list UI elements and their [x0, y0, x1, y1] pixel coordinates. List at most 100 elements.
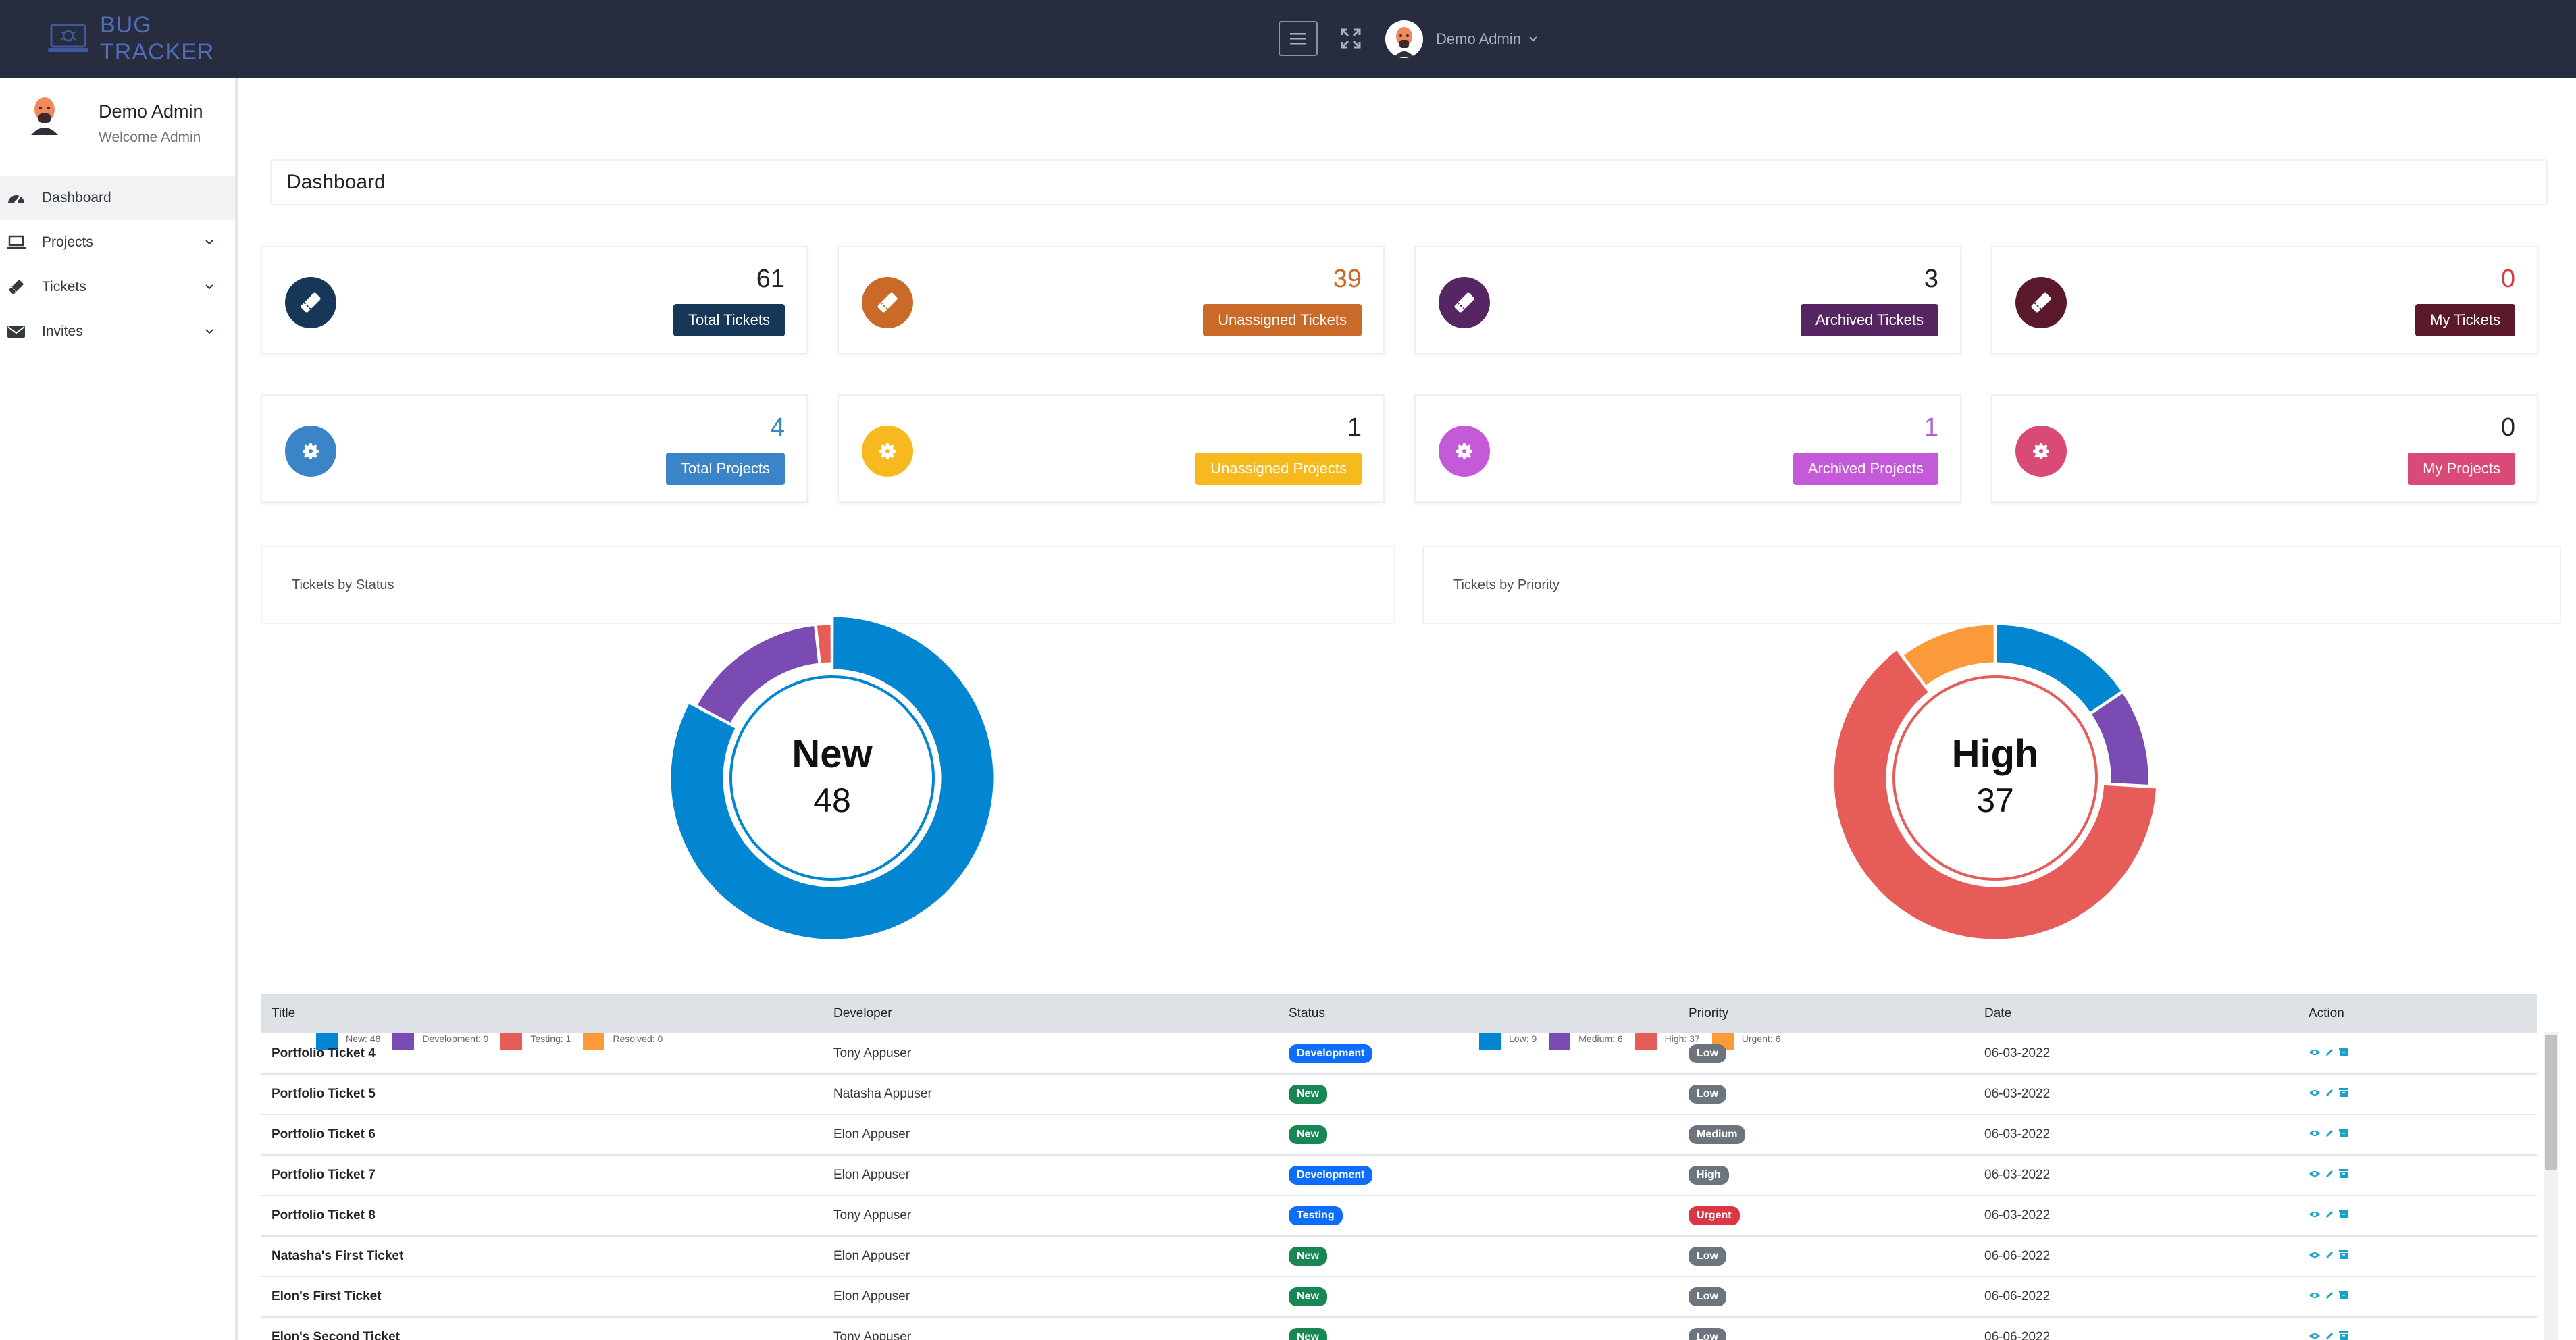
scrollbar-thumb[interactable] — [2545, 1035, 2557, 1170]
stat-card-unassigned-tickets[interactable]: 39 Unassigned Tickets — [838, 246, 1385, 354]
column-header-developer[interactable]: Developer — [833, 1006, 892, 1021]
stat-card-my-tickets[interactable]: 0 My Tickets — [1991, 246, 2538, 354]
view-eye-icon[interactable] — [2309, 1087, 2321, 1102]
column-header-priority[interactable]: Priority — [1689, 1006, 1729, 1021]
row-actions — [2309, 1289, 2537, 1304]
cell-priority: Low — [1678, 1033, 1974, 1074]
priority-badge: Low — [1689, 1043, 1726, 1063]
chevron-down-icon — [205, 240, 213, 245]
stat-card-archived-tickets[interactable]: 3 Archived Tickets — [1414, 246, 1961, 354]
edit-pencil-icon[interactable] — [2325, 1127, 2334, 1142]
donut-slice-medium[interactable] — [2089, 690, 2150, 788]
table-scrollbar[interactable] — [2544, 1032, 2558, 1340]
edit-pencil-icon[interactable] — [2325, 1168, 2334, 1183]
edit-pencil-icon[interactable] — [2325, 1087, 2334, 1102]
cell-date: 06-03-2022 — [1984, 1168, 2051, 1182]
user-menu-dropdown[interactable]: Demo Admin — [1385, 19, 1539, 59]
table-row[interactable]: Portfolio Ticket 5 Natasha Appuser New Low 0… — [261, 1074, 2537, 1114]
donut-center-value: 37 — [1976, 781, 2014, 819]
archive-box-icon[interactable] — [2338, 1087, 2349, 1102]
table-row[interactable]: Natasha's First Ticket Elon Appuser New Low… — [261, 1236, 2537, 1277]
sidebar-item-tickets[interactable]: Tickets — [0, 265, 235, 309]
table-row[interactable]: Elon's First Ticket Elon Appuser New Low 06-… — [261, 1277, 2537, 1317]
sidebar-item-invites[interactable]: Invites — [0, 309, 235, 354]
stat-card-total-tickets[interactable]: 61 Total Tickets — [261, 246, 808, 354]
legend-item-high[interactable]: High: 37 — [1634, 1028, 1700, 1050]
cell-date: 06-06-2022 — [1984, 1330, 2051, 1340]
view-eye-icon[interactable] — [2309, 1046, 2321, 1061]
legend-item-low[interactable]: Low: 9 — [1479, 1028, 1537, 1050]
cell-status: Testing — [1278, 1195, 1678, 1236]
archive-box-icon[interactable] — [2338, 1168, 2349, 1183]
sidebar-toggle-button[interactable] — [1279, 21, 1318, 56]
sidebar-item-dashboard[interactable]: Dashboard — [0, 176, 235, 220]
legend-item-testing[interactable]: Testing: 1 — [500, 1028, 571, 1050]
table-row[interactable]: Portfolio Ticket 6 Elon Appuser New Medium 0… — [261, 1114, 2537, 1155]
view-eye-icon[interactable] — [2309, 1249, 2321, 1264]
archive-box-icon[interactable] — [2338, 1046, 2349, 1061]
archive-box-icon[interactable] — [2338, 1249, 2349, 1264]
legend-item-resolved[interactable]: Resolved: 0 — [583, 1028, 663, 1050]
stat-label: Unassigned Tickets — [1203, 304, 1362, 336]
legend-swatch — [583, 1028, 605, 1050]
sidebar-item-projects[interactable]: Projects — [0, 220, 235, 265]
edit-pencil-icon[interactable] — [2325, 1330, 2334, 1340]
donut-slice-testing[interactable] — [815, 623, 833, 665]
priority-chart-title: Tickets by Priority — [1453, 577, 1560, 592]
archive-box-icon[interactable] — [2338, 1208, 2349, 1223]
donut-slice-development[interactable] — [694, 623, 821, 725]
column-header-status[interactable]: Status — [1289, 1006, 1325, 1021]
stat-card-my-projects[interactable]: 0 My Projects — [1991, 394, 2538, 502]
archive-box-icon[interactable] — [2338, 1289, 2349, 1304]
archive-box-icon[interactable] — [2338, 1330, 2349, 1340]
legend-swatch — [316, 1028, 338, 1050]
stat-card-total-projects[interactable]: 4 Total Projects — [261, 394, 808, 502]
gear-icon — [862, 426, 913, 477]
edit-pencil-icon[interactable] — [2325, 1289, 2334, 1304]
envelope-icon — [5, 322, 27, 341]
column-header-date[interactable]: Date — [1984, 1006, 2012, 1021]
legend-label: New: 48 — [346, 1033, 381, 1044]
priority-badge: Urgent — [1689, 1206, 1740, 1225]
view-eye-icon[interactable] — [2309, 1208, 2321, 1223]
edit-pencil-icon[interactable] — [2325, 1046, 2334, 1061]
donut-slice-urgent[interactable] — [1901, 623, 1996, 688]
cell-developer: Elon Appuser — [833, 1168, 910, 1182]
cell-developer: Natasha Appuser — [833, 1087, 932, 1101]
table-row[interactable]: Portfolio Ticket 7 Elon Appuser Developmen… — [261, 1155, 2537, 1195]
edit-pencil-icon[interactable] — [2325, 1249, 2334, 1264]
donut-slice-low[interactable] — [1994, 623, 2124, 715]
stat-card-unassigned-projects[interactable]: 1 Unassigned Projects — [838, 394, 1385, 502]
legend-item-medium[interactable]: Medium: 6 — [1549, 1028, 1623, 1050]
legend-item-new[interactable]: New: 48 — [316, 1028, 380, 1050]
archive-box-icon[interactable] — [2338, 1127, 2349, 1142]
cell-status: Development — [1278, 1155, 1678, 1195]
view-eye-icon[interactable] — [2309, 1289, 2321, 1304]
row-actions — [2309, 1168, 2537, 1183]
edit-pencil-icon[interactable] — [2325, 1208, 2334, 1223]
column-header-title[interactable]: Title — [272, 1006, 296, 1021]
brand-logo[interactable]: BUG TRACKER — [47, 8, 214, 69]
legend-item-development[interactable]: Development: 9 — [392, 1028, 488, 1050]
table-row[interactable]: Portfolio Ticket 8 Tony Appuser Testing Urg… — [261, 1195, 2537, 1236]
table-row[interactable]: Elon's Second Ticket Tony Appuser New Low 06… — [261, 1317, 2537, 1340]
cell-date: 06-03-2022 — [1984, 1127, 2051, 1141]
stat-count: 1 — [1347, 413, 1362, 442]
view-eye-icon[interactable] — [2309, 1127, 2321, 1142]
stat-card-archived-projects[interactable]: 1 Archived Projects — [1414, 394, 1961, 502]
priority-badge: Low — [1689, 1328, 1726, 1340]
cell-action — [2298, 1114, 2537, 1155]
cell-status: New — [1278, 1317, 1678, 1340]
view-eye-icon[interactable] — [2309, 1330, 2321, 1340]
ticket-icon — [2015, 277, 2067, 328]
fullscreen-icon[interactable] — [1339, 27, 1362, 50]
table-row[interactable]: Portfolio Ticket 4 Tony Appuser Developmen… — [261, 1033, 2537, 1074]
stat-count: 1 — [1924, 413, 1938, 442]
view-eye-icon[interactable] — [2309, 1168, 2321, 1183]
cell-title: Portfolio Ticket 7 — [272, 1168, 376, 1182]
row-actions — [2309, 1249, 2537, 1264]
stat-label: Archived Tickets — [1800, 304, 1938, 336]
donut-slice-high[interactable] — [1832, 648, 2159, 942]
bug-laptop-icon — [48, 24, 88, 52]
donut-slice-new[interactable] — [669, 615, 996, 942]
